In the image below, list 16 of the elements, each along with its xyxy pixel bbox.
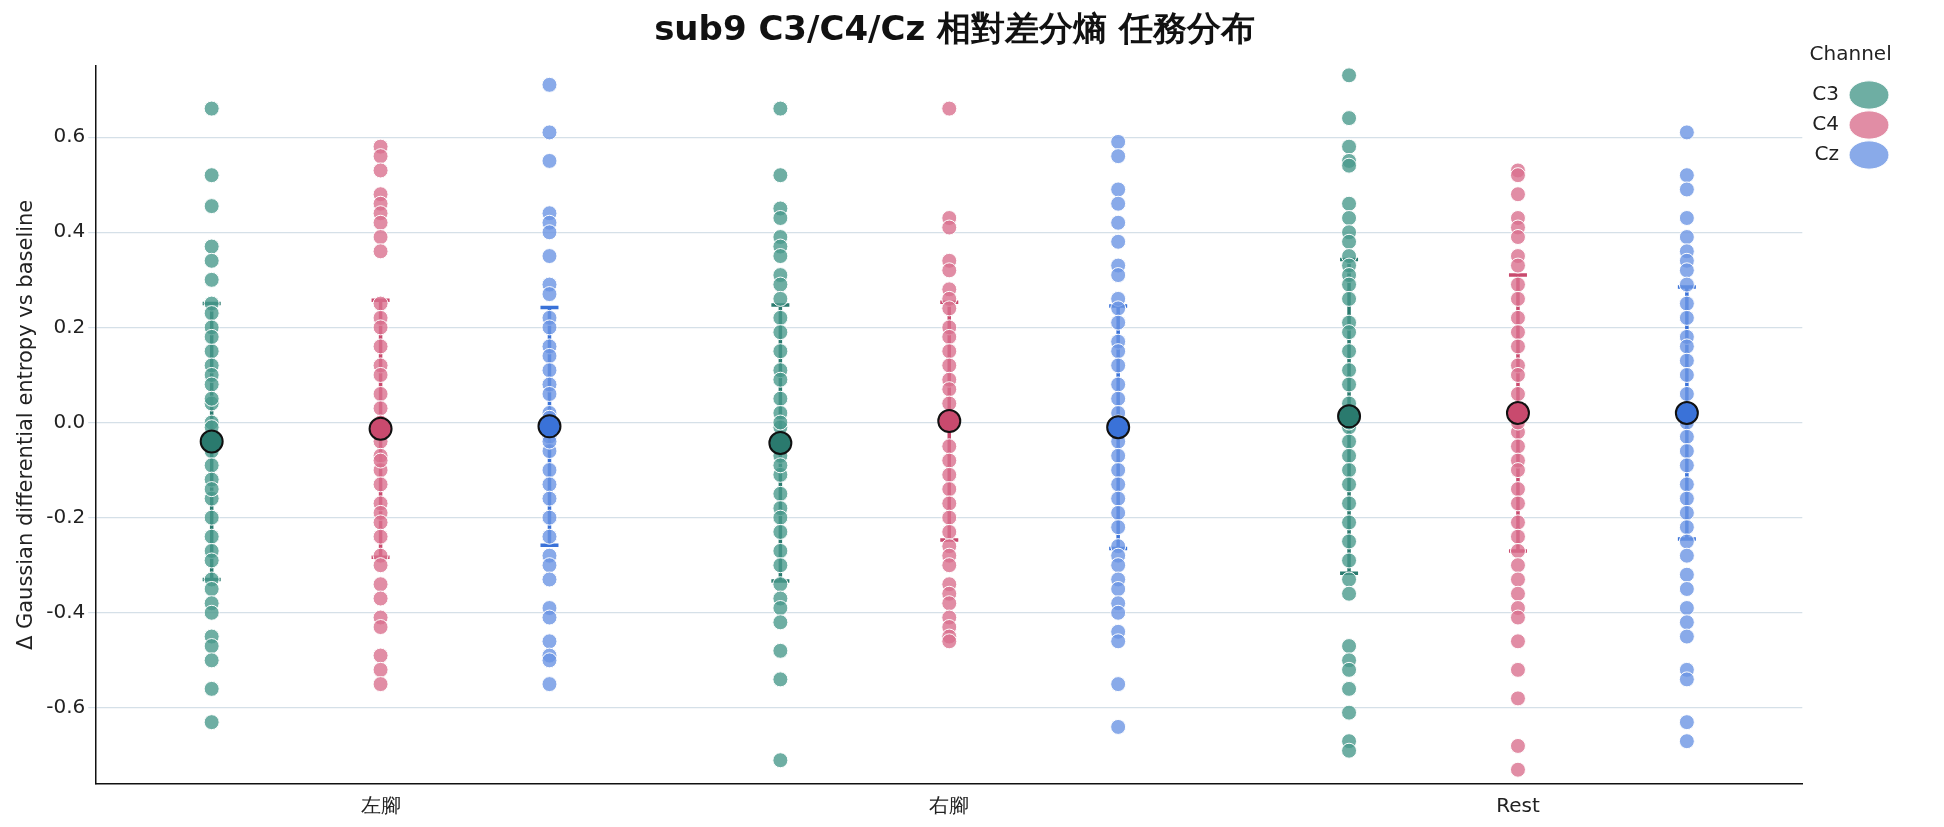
- x-tick-label: Rest: [1496, 793, 1540, 818]
- legend-label: C3: [1812, 81, 1839, 106]
- y-tick-label: 0.4: [53, 218, 86, 243]
- x-tick-label: 左腳: [360, 793, 401, 818]
- y-tick-label: 0.2: [53, 313, 86, 338]
- chart-title: sub9 C3/C4/Cz 相對差分熵 任務分布: [654, 8, 1255, 49]
- legend-label: C4: [1812, 111, 1839, 136]
- y-tick-label: -0.2: [46, 503, 86, 528]
- y-axis-title: Δ Gaussian differential entropy vs baseline: [13, 199, 38, 651]
- legend-title: Channel: [1809, 41, 1892, 66]
- y-tick-label: -0.4: [46, 598, 86, 623]
- y-tick-label: 0.6: [53, 123, 86, 148]
- y-tick-label: -0.6: [46, 694, 86, 719]
- y-tick-label: 0.0: [53, 408, 86, 433]
- legend-label: Cz: [1814, 141, 1839, 166]
- x-tick-label: 右腳: [929, 793, 970, 818]
